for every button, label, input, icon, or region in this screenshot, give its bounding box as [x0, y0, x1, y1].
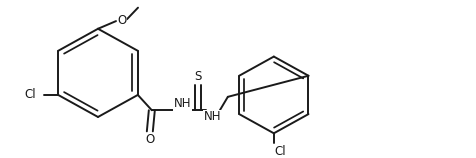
- Text: O: O: [145, 134, 155, 146]
- Text: NH: NH: [174, 97, 191, 110]
- Text: Cl: Cl: [24, 88, 36, 101]
- Text: O: O: [118, 14, 127, 27]
- Text: Cl: Cl: [274, 145, 286, 158]
- Text: S: S: [194, 70, 201, 83]
- Text: NH: NH: [204, 110, 222, 124]
